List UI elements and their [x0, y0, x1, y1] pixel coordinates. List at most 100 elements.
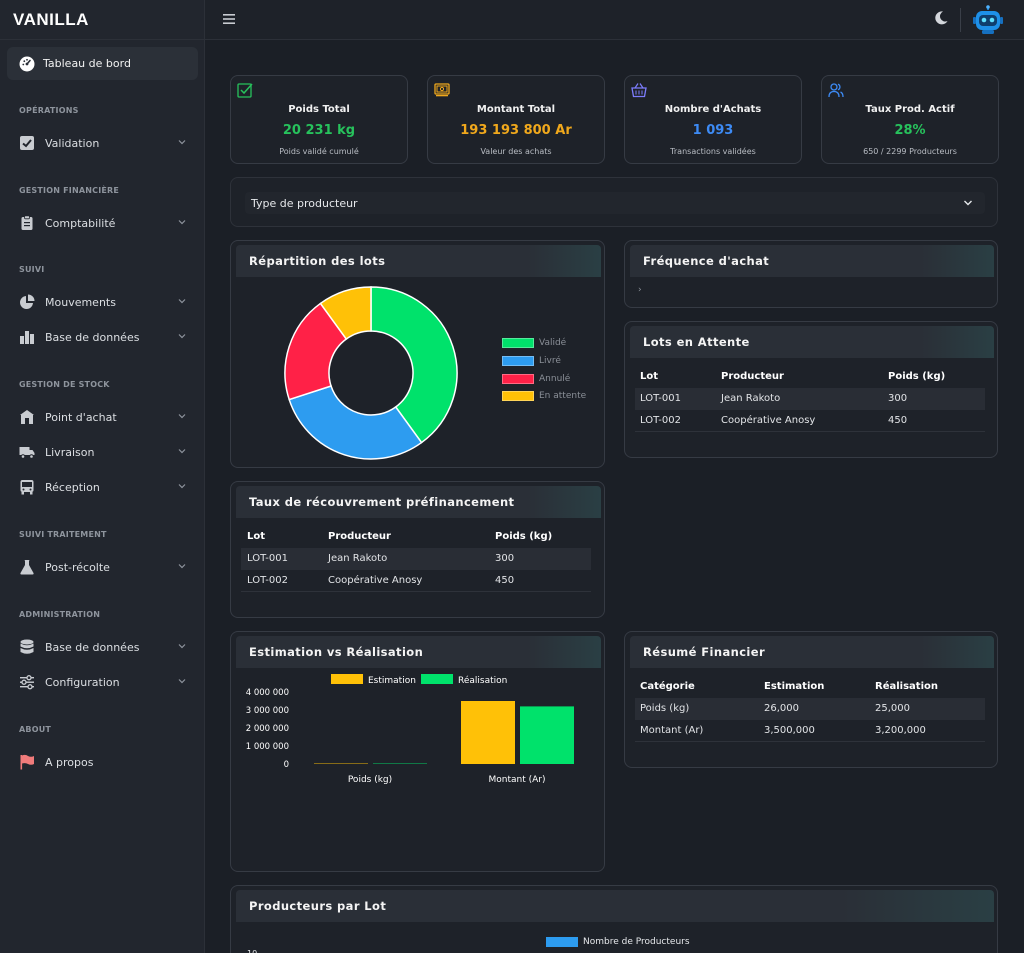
sidebar-item-configuration[interactable]: Configuration	[19, 672, 187, 692]
legend-swatch-estimation	[331, 674, 363, 684]
sidebar-item-label: Tableau de bord	[43, 57, 131, 70]
table-header: Producteur	[328, 531, 391, 542]
moon-icon[interactable]	[933, 10, 949, 26]
sidebar-item-reception[interactable]: Réception	[19, 477, 187, 497]
sliders-icon	[20, 675, 34, 690]
y-tick-label: 0	[284, 760, 289, 770]
chevron-down-icon	[178, 220, 186, 225]
panel-title: Estimation vs Réalisation	[236, 636, 601, 668]
legend-swatch-realisation	[421, 674, 453, 684]
table-header: Lot	[640, 371, 659, 382]
legend-item-valide: Validé	[502, 338, 566, 348]
panel-taux-recouvrement: Taux de récouvrement préfinancement Lot …	[230, 481, 605, 618]
section-suivi: SUIVI	[19, 265, 45, 274]
cell-realisation: 3,200,000	[875, 725, 926, 736]
sidebar-item-base-de-donnees-suivi[interactable]: Base de données	[19, 327, 187, 347]
panel-title: Répartition des lots	[236, 245, 601, 277]
x-tick-label: Poids (kg)	[348, 775, 392, 785]
legend-label-realisation: Réalisation	[458, 675, 507, 686]
legend-label: Validé	[539, 338, 567, 348]
sidebar-item-mouvements[interactable]: Mouvements	[19, 292, 187, 312]
cell-poids: 450	[888, 415, 908, 426]
brand-logo[interactable]: VANILLA	[0, 0, 204, 40]
stat-value: 20 231 kg	[282, 123, 356, 138]
sidebar-item-label: Base de données	[45, 640, 140, 654]
select-value: Type de producteur	[251, 196, 358, 210]
table-row[interactable]: LOT-001 Jean Rakoto 300	[635, 388, 985, 410]
panel-frequence-achat: Fréquence d'achat ›	[624, 240, 998, 308]
producer-type-select[interactable]: Type de producteur	[245, 192, 985, 214]
sidebar-item-point-dachat[interactable]: Point d'achat	[19, 407, 187, 427]
table-row[interactable]: LOT-002 Coopérative Anosy 450	[241, 570, 591, 592]
database-icon	[20, 639, 34, 654]
chevron-down-icon	[178, 334, 186, 339]
cell-estimation: 3,500,000	[764, 725, 815, 736]
chevron-down-icon	[178, 564, 186, 569]
sidebar-item-label: Post-récolte	[45, 560, 110, 574]
legend-swatch	[502, 391, 534, 401]
sidebar-item-a-propos[interactable]: A propos	[19, 752, 187, 772]
sidebar-item-label: Point d'achat	[45, 410, 117, 424]
table-row[interactable]: Montant (Ar) 3,500,000 3,200,000	[635, 720, 985, 742]
panel-title: Taux de récouvrement préfinancement	[236, 486, 601, 518]
sidebar-item-livraison[interactable]: Livraison	[19, 442, 187, 462]
table-row[interactable]: LOT-002 Coopérative Anosy 450	[635, 410, 985, 432]
bus-icon	[20, 480, 34, 495]
panel-estimation-realisation: Estimation vs Réalisation Estimation Réal…	[230, 631, 605, 872]
section-suivi-traitement: SUIVI TRAITEMENT	[19, 530, 107, 539]
pie-slice-livr-[interactable]	[288, 385, 423, 460]
stat-value: 193 193 800 Ar	[460, 123, 572, 138]
panel-producteurs-par-lot: Producteurs par Lot Nombre de Producteur…	[230, 885, 998, 953]
sidebar-item-comptabilite[interactable]: Comptabilité	[19, 213, 187, 233]
chevron-down-icon	[178, 644, 186, 649]
chevron-down-icon	[178, 449, 186, 454]
panel-title: Producteurs par Lot	[236, 890, 994, 922]
sidebar-item-label: Base de données	[45, 330, 140, 344]
cell-lot: LOT-001	[640, 393, 681, 404]
table-row[interactable]: LOT-001 Jean Rakoto 300	[241, 548, 591, 570]
sidebar-item-label: Validation	[45, 136, 100, 150]
cell-poids: 300	[888, 393, 908, 404]
legend-item-nombre-producteurs: Nombre de Producteurs	[546, 937, 690, 947]
robot-avatar-icon[interactable]	[972, 5, 1004, 35]
legend-swatch	[502, 338, 534, 348]
table-header: Réalisation	[875, 681, 938, 692]
truck-icon	[19, 447, 35, 459]
cell-lot: LOT-002	[640, 415, 681, 426]
sidebar-item-dashboard[interactable]: Tableau de bord	[7, 47, 198, 80]
donut-chart	[284, 286, 458, 460]
cell-categorie: Montant (Ar)	[640, 725, 704, 736]
sidebar-item-base-de-donnees-admin[interactable]: Base de données	[19, 637, 187, 657]
sidebar-item-post-recolte[interactable]: Post-récolte	[19, 557, 187, 577]
sidebar-item-label: Comptabilité	[45, 216, 116, 230]
topbar-divider	[960, 8, 961, 32]
sidebar-item-label: Livraison	[45, 445, 95, 459]
chevron-down-icon	[178, 484, 186, 489]
table-header-row: Lot Producteur Poids (kg)	[635, 366, 985, 388]
pie-slice-valid-[interactable]	[370, 286, 458, 444]
y-tick-label: 2 000 000	[246, 724, 289, 734]
sidebar-item-validation[interactable]: Validation	[19, 133, 187, 153]
panel-resume-financier: Résumé Financier Catégorie Estimation Ré…	[624, 631, 998, 768]
y-tick-label: 1 000 000	[246, 742, 289, 752]
flag-icon	[20, 754, 34, 770]
bar-estimation-1[interactable]	[461, 701, 515, 764]
table-row[interactable]: Poids (kg) 26,000 25,000	[635, 698, 985, 720]
section-operations: OPÉRATIONS	[19, 106, 79, 115]
legend-item-en-attente: En attente	[502, 391, 586, 401]
flask-icon	[20, 560, 34, 575]
legend-label: Livré	[539, 356, 561, 366]
stat-value: 1 093	[692, 123, 734, 138]
cell-realisation: 25,000	[875, 703, 910, 714]
hamburger-menu-icon[interactable]	[222, 12, 236, 26]
bar-realisation-1[interactable]	[520, 706, 574, 764]
cell-producteur: Coopérative Anosy	[328, 575, 423, 586]
store-icon	[20, 410, 34, 424]
stat-card-poids-total: Poids Total 20 231 kg Poids validé cumul…	[230, 75, 408, 164]
stat-title: Montant Total	[476, 104, 556, 115]
dashboard-gauge-icon	[19, 56, 35, 71]
y-tick-label: 3 000 000	[246, 706, 289, 716]
cell-categorie: Poids (kg)	[640, 703, 690, 714]
section-gestion-de-stock: GESTION DE STOCK	[19, 380, 110, 389]
pie-slice-en-attente[interactable]	[319, 286, 372, 341]
